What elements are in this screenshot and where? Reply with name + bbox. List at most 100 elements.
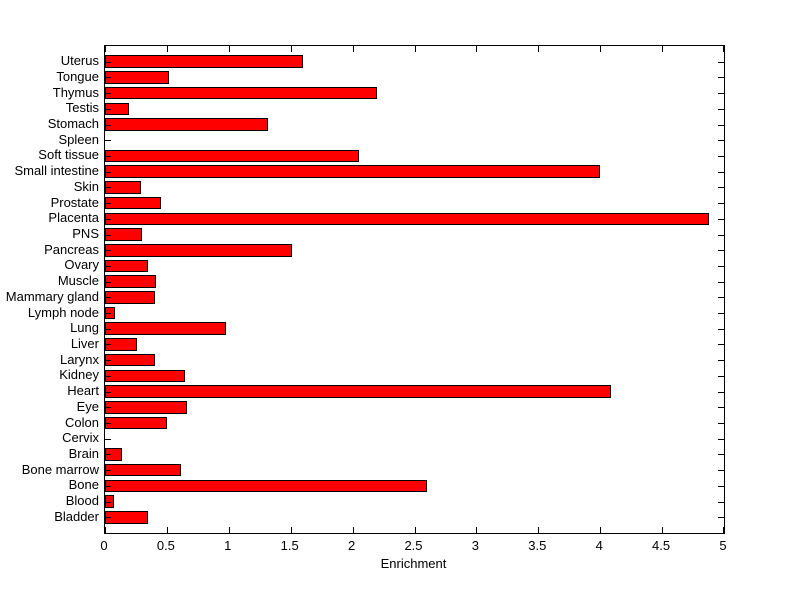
y-tick-right-colon xyxy=(718,423,724,425)
x-tick-label-3: 3 xyxy=(471,538,479,553)
x-tick-label-5: 5 xyxy=(719,538,727,553)
y-tick-right-small-intestine xyxy=(718,171,724,173)
y-tick-left-brain xyxy=(105,454,111,456)
y-tick-left-thymus xyxy=(105,93,111,95)
y-tick-left-liver xyxy=(105,344,111,346)
x-tick-label-4.5: 4.5 xyxy=(652,538,671,553)
x-tick-top-1.5 xyxy=(290,46,292,52)
x-tick-bottom-3.5 xyxy=(538,527,540,533)
y-tick-left-spleen xyxy=(105,140,111,142)
bar-pancreas xyxy=(105,243,292,257)
y-tick-right-heart xyxy=(718,391,724,393)
y-tick-right-kidney xyxy=(718,375,724,377)
x-tick-label-2: 2 xyxy=(347,538,356,553)
y-tick-left-kidney xyxy=(105,375,111,377)
y-tick-right-larynx xyxy=(718,360,724,362)
bar-soft-tissue xyxy=(105,149,359,163)
x-tick-label-4: 4 xyxy=(595,538,603,553)
y-tick-left-heart xyxy=(105,391,111,393)
x-tick-label-0.5: 0.5 xyxy=(156,538,175,553)
y-axis-label-small-intestine: Small intestine xyxy=(14,163,99,179)
bar-placenta xyxy=(105,212,710,226)
y-axis-label-lymph-node: Lymph node xyxy=(27,304,99,320)
x-axis-title: Enrichment xyxy=(380,556,447,571)
y-tick-left-testis xyxy=(105,108,111,110)
y-tick-left-mammary-gland xyxy=(105,297,111,299)
y-tick-right-liver xyxy=(718,344,724,346)
plot-area xyxy=(104,45,725,534)
x-tick-bottom-4 xyxy=(600,527,602,533)
bar-bladder xyxy=(105,511,149,524)
y-axis-label-thymus: Thymus xyxy=(52,84,99,100)
y-axis-label-lung: Lung xyxy=(70,320,99,336)
y-axis-label-cervix: Cervix xyxy=(62,430,99,446)
y-tick-left-lymph-node xyxy=(105,313,111,315)
y-axis-label-blood: Blood xyxy=(65,493,99,509)
bar-mammary-gland xyxy=(105,291,155,304)
x-tick-bottom-0.5 xyxy=(166,527,168,533)
y-axis-label-larynx: Larynx xyxy=(59,351,99,367)
bar-blood xyxy=(105,495,114,508)
y-tick-right-stomach xyxy=(718,124,724,126)
x-tick-top-0.5 xyxy=(166,46,168,52)
bar-kidney xyxy=(105,369,186,383)
x-tick-top-0 xyxy=(105,46,106,52)
y-tick-left-soft-tissue xyxy=(105,155,111,157)
y-tick-left-bladder xyxy=(105,517,111,519)
bar-larynx xyxy=(105,353,155,367)
x-tick-bottom-4.5 xyxy=(662,527,664,533)
y-tick-right-soft-tissue xyxy=(718,155,724,157)
y-tick-left-bone-marrow xyxy=(105,470,111,472)
y-tick-right-skin xyxy=(718,187,724,189)
y-axis-label-pns: PNS xyxy=(72,226,99,242)
x-tick-label-1.5: 1.5 xyxy=(280,538,299,553)
bar-prostate xyxy=(105,196,161,210)
x-tick-top-4.5 xyxy=(662,46,664,52)
y-tick-right-muscle xyxy=(718,281,724,283)
x-tick-top-5 xyxy=(723,46,724,52)
bar-pns xyxy=(105,228,143,241)
y-axis-label-heart: Heart xyxy=(67,383,99,399)
y-axis-label-kidney: Kidney xyxy=(59,367,99,383)
y-tick-right-testis xyxy=(718,108,724,110)
bar-uterus xyxy=(105,55,304,68)
y-tick-left-muscle xyxy=(105,281,111,283)
y-tick-left-skin xyxy=(105,187,111,189)
y-axis-label-prostate: Prostate xyxy=(50,194,99,210)
x-tick-bottom-2.5 xyxy=(414,527,416,533)
y-axis-label-tongue: Tongue xyxy=(56,68,99,84)
y-axis-label-bone-marrow: Bone marrow xyxy=(21,461,99,477)
bar-ovary xyxy=(105,259,149,273)
y-tick-right-prostate xyxy=(718,203,724,205)
y-tick-left-larynx xyxy=(105,360,111,362)
bar-eye xyxy=(105,401,187,414)
y-tick-right-thymus xyxy=(718,93,724,95)
y-tick-right-blood xyxy=(718,501,724,503)
y-tick-right-cervix xyxy=(718,438,724,440)
y-axis-label-pancreas: Pancreas xyxy=(44,241,99,257)
y-tick-right-bone-marrow xyxy=(718,470,724,472)
y-tick-right-ovary xyxy=(718,265,724,267)
y-tick-left-lung xyxy=(105,328,111,330)
y-tick-right-brain xyxy=(718,454,724,456)
y-tick-right-pns xyxy=(718,234,724,236)
bar-thymus xyxy=(105,86,378,100)
y-tick-left-ovary xyxy=(105,265,111,267)
bar-colon xyxy=(105,416,167,430)
y-axis-label-colon: Colon xyxy=(65,414,99,430)
x-tick-top-4 xyxy=(600,46,602,52)
y-axis-label-bladder: Bladder xyxy=(54,508,99,524)
y-tick-right-bone xyxy=(718,485,724,487)
y-axis-label-skin: Skin xyxy=(73,178,99,194)
bar-muscle xyxy=(105,275,156,288)
x-tick-top-2.5 xyxy=(414,46,416,52)
x-tick-bottom-1 xyxy=(228,527,230,533)
bar-tongue xyxy=(105,71,170,84)
y-tick-right-placenta xyxy=(718,218,724,220)
bar-stomach xyxy=(105,118,269,131)
x-tick-bottom-2 xyxy=(352,527,354,533)
bar-heart xyxy=(105,385,612,398)
y-tick-left-stomach xyxy=(105,124,111,126)
x-tick-top-3 xyxy=(476,46,478,52)
x-tick-bottom-0 xyxy=(105,527,106,533)
